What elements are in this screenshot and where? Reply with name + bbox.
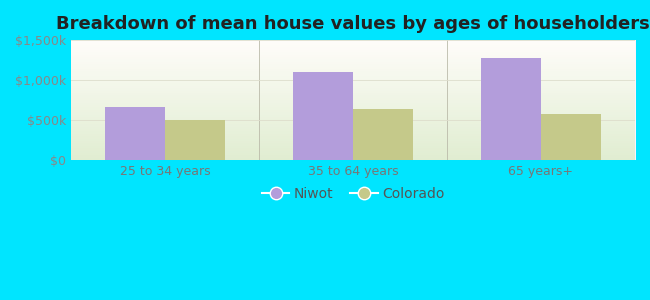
Bar — [71, 115, 635, 117]
Bar — [71, 81, 635, 83]
Bar — [71, 127, 635, 129]
Bar — [71, 148, 635, 151]
Bar — [71, 40, 635, 43]
Bar — [165, 120, 225, 160]
Bar — [71, 57, 635, 59]
Bar — [71, 45, 635, 47]
Bar — [71, 98, 635, 100]
Bar — [71, 131, 635, 134]
Bar — [105, 106, 165, 160]
Bar — [71, 93, 635, 95]
Bar — [293, 72, 353, 160]
Bar — [71, 67, 635, 69]
Bar — [71, 158, 635, 160]
Bar — [71, 155, 635, 158]
Bar — [353, 109, 413, 160]
Bar — [71, 141, 635, 143]
Bar — [71, 43, 635, 45]
Bar — [71, 151, 635, 153]
Bar — [71, 52, 635, 55]
Bar — [71, 105, 635, 107]
Bar — [71, 134, 635, 136]
Bar — [71, 95, 635, 98]
Bar — [71, 71, 635, 74]
Bar — [71, 74, 635, 76]
Bar — [71, 146, 635, 148]
Bar — [71, 107, 635, 110]
Bar — [71, 153, 635, 155]
Bar — [71, 79, 635, 81]
Bar — [71, 91, 635, 93]
Bar — [541, 114, 601, 160]
Bar — [71, 83, 635, 86]
Bar — [71, 100, 635, 103]
Bar — [71, 143, 635, 146]
Bar — [71, 119, 635, 122]
Bar — [71, 124, 635, 127]
Bar — [71, 117, 635, 119]
Bar — [71, 59, 635, 62]
Bar — [71, 122, 635, 124]
Bar — [71, 112, 635, 115]
Bar — [71, 76, 635, 79]
Bar — [71, 62, 635, 64]
Bar — [71, 86, 635, 88]
Bar — [71, 103, 635, 105]
Bar — [71, 55, 635, 57]
Bar — [481, 58, 541, 160]
Bar — [71, 47, 635, 50]
Bar — [71, 88, 635, 91]
Bar — [71, 110, 635, 112]
Legend: Niwot, Colorado: Niwot, Colorado — [256, 181, 450, 206]
Bar — [71, 139, 635, 141]
Bar — [71, 64, 635, 67]
Bar — [71, 69, 635, 71]
Bar — [71, 129, 635, 131]
Bar — [71, 50, 635, 52]
Bar — [71, 136, 635, 139]
Title: Breakdown of mean house values by ages of householders: Breakdown of mean house values by ages o… — [56, 15, 650, 33]
